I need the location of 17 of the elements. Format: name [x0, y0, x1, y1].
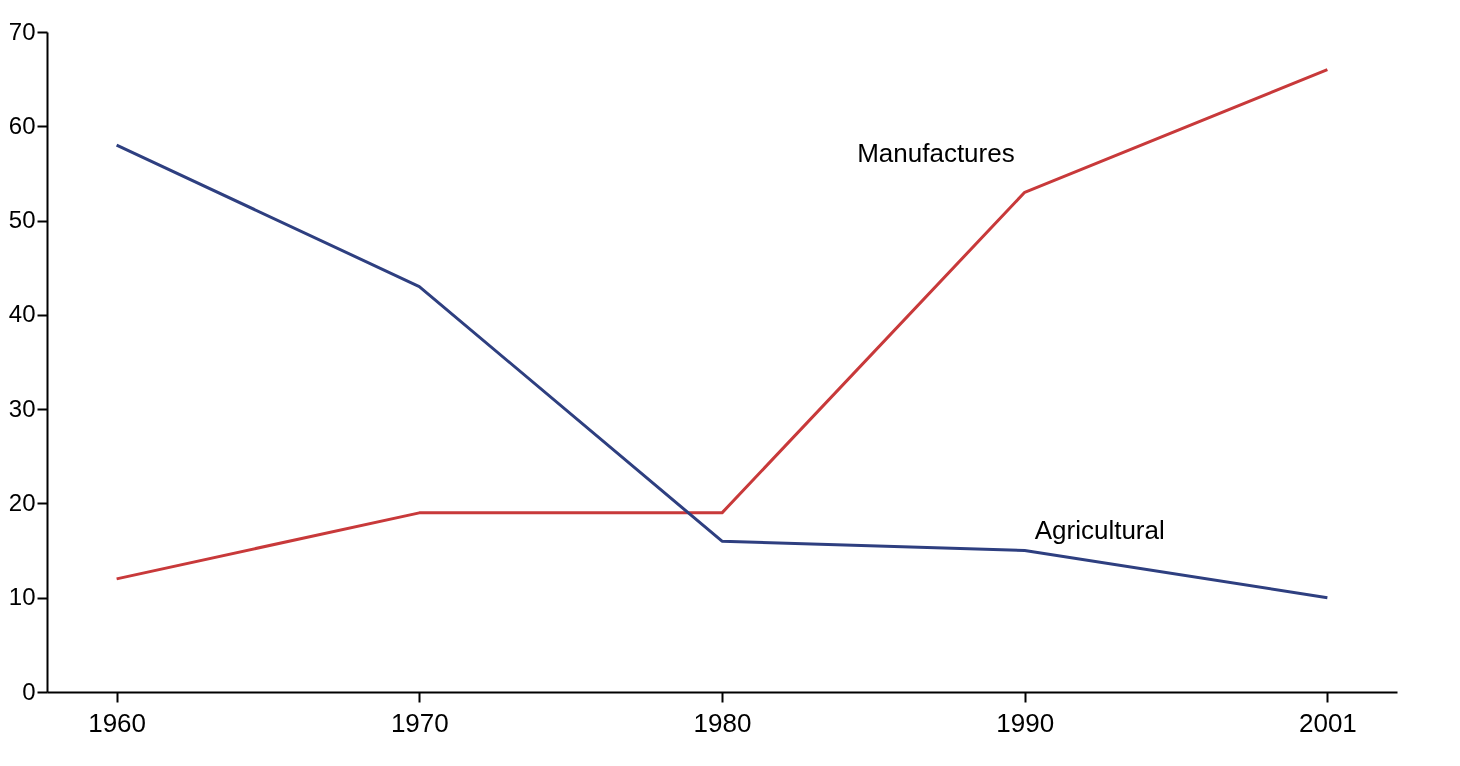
line-series — [115, 143, 1329, 600]
y-tick-label: 60 — [8, 111, 36, 139]
y-tick-label: 50 — [8, 206, 36, 234]
line-series — [115, 68, 1329, 581]
series-label: Manufactures — [857, 138, 1015, 169]
y-tick-label: 20 — [8, 488, 36, 516]
y-tick-label: 0 — [22, 677, 36, 705]
x-tick-label: 1960 — [88, 707, 147, 738]
y-tick-label: 40 — [8, 300, 36, 328]
x-tick-label: 2001 — [1298, 707, 1357, 738]
x-tick-label: 1990 — [996, 707, 1055, 738]
series-label: Agricultural — [1034, 514, 1165, 545]
x-tick-label: 1970 — [390, 707, 449, 738]
y-tick-label: 70 — [8, 17, 36, 45]
y-tick-label: 30 — [8, 394, 36, 422]
x-tick-label: 1980 — [693, 707, 752, 738]
y-tick-label: 10 — [8, 583, 36, 611]
